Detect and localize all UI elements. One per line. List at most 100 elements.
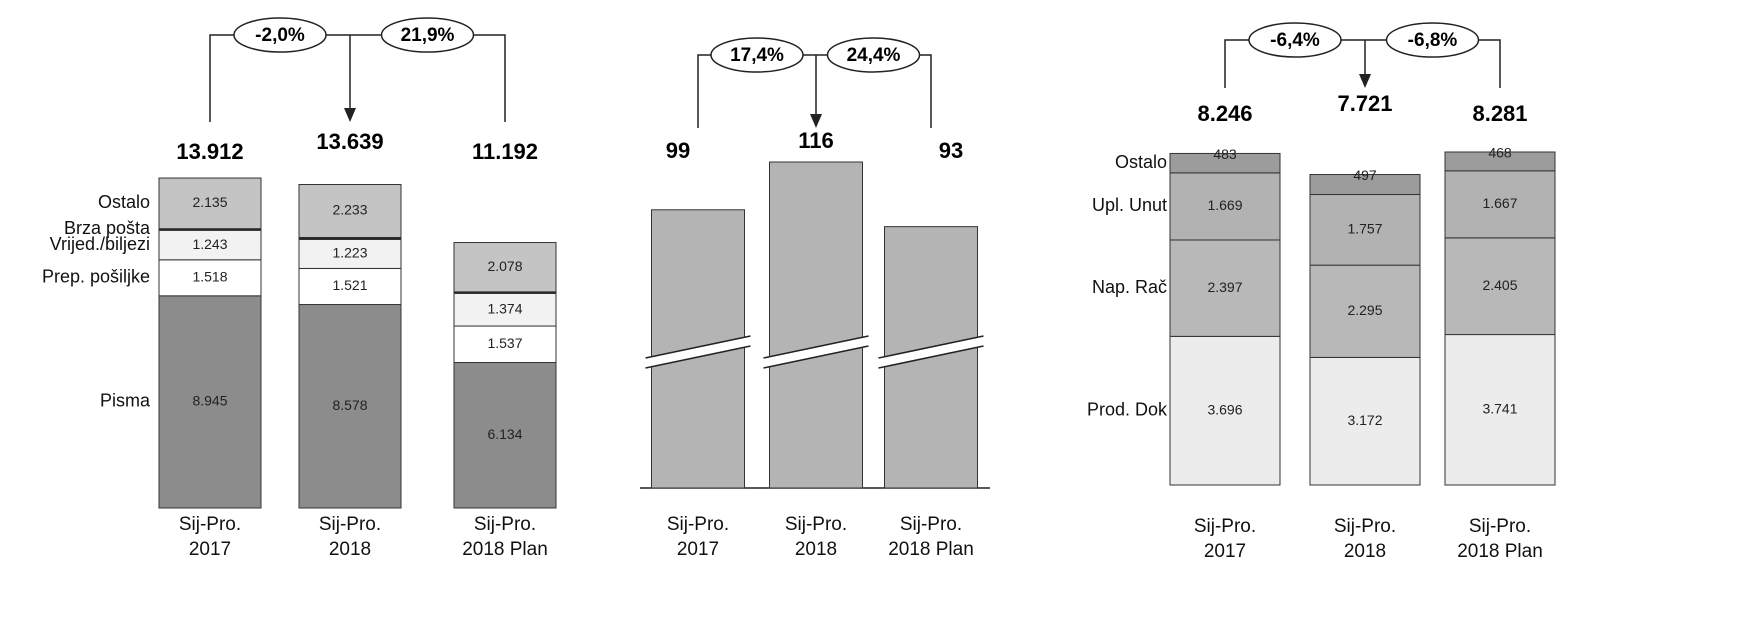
value-label: 1.374 bbox=[487, 300, 522, 316]
value-label: 2.135 bbox=[192, 194, 227, 210]
series-label: Prod. Dok bbox=[1087, 399, 1168, 419]
series-label: Prep. pošiljke bbox=[42, 267, 150, 287]
break-band bbox=[645, 336, 751, 368]
bar-segment bbox=[453, 361, 557, 509]
bracket bbox=[697, 54, 932, 128]
change-label: -6,4% bbox=[1270, 30, 1320, 51]
change-label: -6,8% bbox=[1408, 30, 1458, 51]
value-label: 6.134 bbox=[487, 426, 522, 442]
change-ellipse bbox=[233, 17, 327, 53]
arrow-head bbox=[810, 114, 822, 128]
total-label: 8.281 bbox=[1472, 101, 1527, 126]
arrow-head bbox=[1359, 74, 1371, 88]
x-tick-label: Sij-Pro. 2017 bbox=[178, 514, 242, 560]
value-label: 468 bbox=[1488, 145, 1512, 161]
bar-segment bbox=[1444, 334, 1556, 486]
value-label: 3.172 bbox=[1347, 412, 1382, 428]
series-label: Ostalo bbox=[98, 192, 150, 212]
x-tick-label: Sij-Pro. 2018 Plan bbox=[462, 514, 548, 560]
value-label: 1.667 bbox=[1482, 195, 1517, 211]
bar-segment bbox=[298, 267, 402, 306]
bar-segment bbox=[1169, 152, 1281, 174]
bar-segment bbox=[453, 292, 557, 327]
bar-segment bbox=[453, 242, 557, 293]
change-ellipse bbox=[826, 37, 921, 73]
value-label: 497 bbox=[1353, 167, 1377, 183]
series-label: Upl. Unut bbox=[1092, 195, 1167, 215]
x-tick-label: Sij-Pro. 2017 bbox=[666, 514, 730, 560]
bar-segment bbox=[158, 259, 262, 297]
x-tick-label: Sij-Pro. 2017 bbox=[1193, 516, 1257, 562]
bar-segment bbox=[158, 177, 262, 230]
change-ellipse bbox=[1248, 22, 1342, 58]
break-line bbox=[878, 345, 984, 369]
break-band bbox=[878, 336, 984, 368]
bar-segment bbox=[298, 183, 402, 238]
value-label: 2.405 bbox=[1482, 277, 1517, 293]
change-ellipse bbox=[380, 17, 475, 53]
value-label: 2.295 bbox=[1347, 302, 1382, 318]
value-label: 1.518 bbox=[192, 269, 227, 285]
break-line bbox=[645, 335, 751, 359]
series-label: Nap. Rač bbox=[1092, 277, 1167, 297]
bar-segment bbox=[158, 295, 262, 509]
bracket bbox=[1224, 39, 1501, 88]
bar-segment bbox=[1444, 237, 1556, 336]
bar-segment bbox=[1169, 335, 1281, 486]
bar-segment bbox=[158, 229, 262, 261]
change-label: 17,4% bbox=[730, 45, 784, 66]
value-label: 8.945 bbox=[192, 393, 227, 409]
series-label: Brza pošta bbox=[64, 218, 151, 238]
break-line bbox=[763, 335, 869, 359]
value-label: 3.696 bbox=[1207, 401, 1242, 417]
value-label: 1.669 bbox=[1207, 197, 1242, 213]
value-label: 2.233 bbox=[332, 202, 367, 218]
x-tick-label: Sij-Pro. 2018 bbox=[318, 514, 382, 560]
arrow-head bbox=[344, 108, 356, 122]
series-label: Ostalo bbox=[1115, 152, 1167, 172]
total-label: 13.912 bbox=[176, 139, 243, 164]
bar bbox=[769, 161, 863, 489]
break-line bbox=[645, 345, 751, 369]
series-label: Vrijed./biljezi bbox=[50, 234, 150, 254]
value-label: 3.741 bbox=[1482, 400, 1517, 416]
change-label: 24,4% bbox=[847, 45, 901, 66]
total-label: 8.246 bbox=[1197, 101, 1252, 126]
bracket bbox=[209, 34, 506, 122]
series-label: Pisma bbox=[100, 391, 151, 411]
total-label: 11.192 bbox=[472, 139, 538, 164]
value-label: 483 bbox=[1213, 146, 1237, 162]
value-label: 8.578 bbox=[332, 397, 367, 413]
x-tick-label: Sij-Pro. 2018 Plan bbox=[1457, 516, 1543, 562]
bar-segment bbox=[453, 325, 557, 363]
value-label: 1.537 bbox=[487, 335, 522, 351]
bar-segment bbox=[1309, 264, 1421, 358]
value-label: 2.078 bbox=[487, 258, 522, 274]
bar-segment bbox=[1444, 151, 1556, 172]
bar-segment bbox=[298, 238, 402, 269]
value-label: 1.243 bbox=[192, 236, 227, 252]
break-line bbox=[763, 345, 869, 369]
bar-segment bbox=[1309, 174, 1421, 196]
value-label: 2.397 bbox=[1207, 279, 1242, 295]
x-tick-label: Sij-Pro. 2018 Plan bbox=[888, 514, 974, 560]
change-label: 21,9% bbox=[401, 25, 455, 46]
value-label: 1.521 bbox=[332, 277, 367, 293]
x-tick-label: Sij-Pro. 2018 bbox=[1333, 516, 1397, 562]
bar-segment bbox=[298, 304, 402, 509]
value-label: 1.223 bbox=[332, 245, 367, 261]
change-ellipse bbox=[1385, 22, 1480, 58]
break-line bbox=[878, 335, 984, 359]
bar-segment bbox=[1169, 239, 1281, 337]
total-label: 7.721 bbox=[1337, 91, 1392, 116]
bar-segment bbox=[1309, 194, 1421, 266]
value-label: 93 bbox=[939, 138, 963, 163]
x-tick-label: Sij-Pro. 2018 bbox=[784, 514, 848, 560]
change-label: -2,0% bbox=[255, 25, 305, 46]
value-label: 1.757 bbox=[1347, 221, 1382, 237]
bar-segment bbox=[1309, 356, 1421, 486]
break-band bbox=[763, 336, 869, 368]
total-label: 13.639 bbox=[316, 129, 383, 154]
